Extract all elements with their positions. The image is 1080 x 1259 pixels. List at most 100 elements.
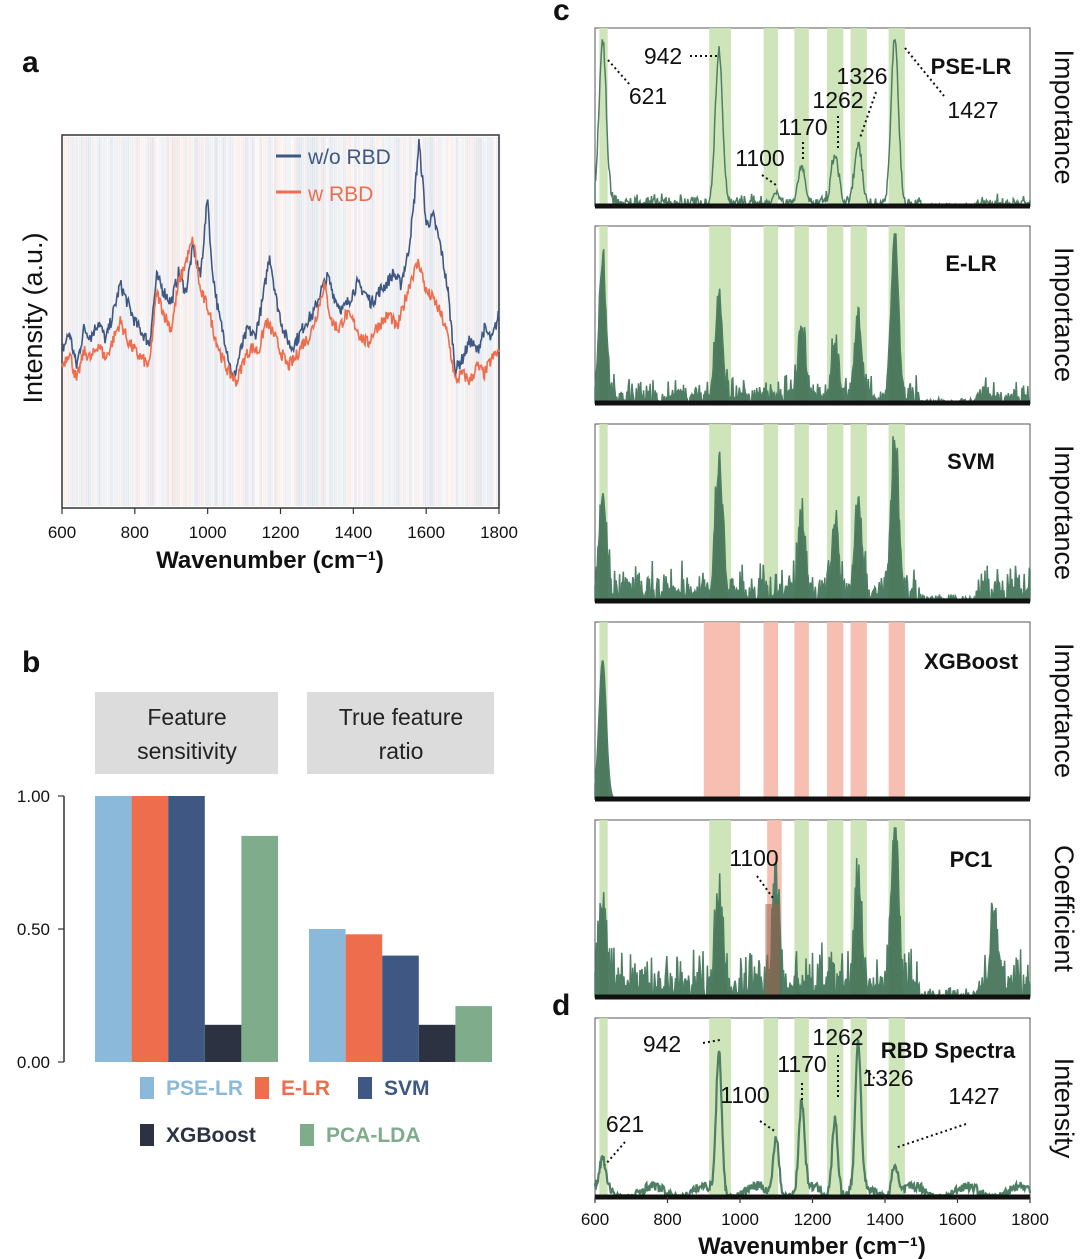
spectra-variance-shade: [62, 137, 66, 506]
peak-annotation: 1100: [720, 1082, 769, 1108]
spectra-variance-shade: [490, 137, 494, 506]
rbd-xlabel: Wavenumber (cm⁻¹): [698, 1233, 926, 1259]
spectra-variance-shade: [97, 137, 100, 506]
peak-annotation: 1326: [836, 63, 887, 89]
highlight-band-red: [794, 622, 809, 799]
panel-frame: [594, 621, 1031, 800]
spectra-variance-shade: [99, 137, 102, 506]
peak-annotation: 1170: [777, 1051, 826, 1077]
bar-e-lr: [131, 796, 169, 1062]
spectra-variance-shade: [75, 137, 79, 506]
spectra-variance-shade: [204, 137, 208, 506]
spectra-variance-shade: [217, 137, 221, 506]
panel-ylabel: Importance: [1049, 643, 1079, 778]
panel-label-a: a: [22, 46, 39, 79]
highlight-band-green: [763, 424, 779, 601]
group-title-1-line-1: Feature: [147, 704, 226, 730]
rbd-x-tick-label: 1400: [866, 1210, 904, 1229]
spectra-variance-shade: [323, 137, 326, 506]
spectra-variance-shade: [436, 137, 439, 506]
model-label: E-LR: [945, 251, 996, 276]
spectra-variance-shade: [439, 137, 443, 506]
spectra-variance-shade: [304, 137, 308, 506]
spectra-variance-shade: [386, 137, 390, 506]
spectra-variance-shade: [492, 137, 495, 506]
spectra-variance-shade: [155, 137, 159, 506]
spectra-variance-shade: [270, 137, 273, 506]
spectra-variance-shade: [139, 137, 142, 506]
spectra-variance-shade: [315, 137, 319, 506]
bar-y-tick-label: 0.00: [17, 1053, 50, 1072]
highlight-band-green: [888, 1018, 905, 1197]
spectra-variance-shade: [428, 137, 432, 506]
spectra-variance-shade: [95, 137, 99, 506]
annotation-leader: [759, 1120, 777, 1133]
spectra-variance-shade: [337, 137, 341, 506]
spectra-variance-shade: [312, 137, 315, 506]
spectra-variance-shade: [377, 137, 381, 506]
spectra-variance-shade: [228, 137, 231, 506]
spectra-variance-shade: [461, 137, 465, 506]
spectra-variance-shade: [126, 137, 130, 506]
spectra-variance-shade: [357, 137, 361, 506]
rbd-x-tick-label: 800: [653, 1210, 681, 1229]
spectra-variance-shade: [445, 137, 448, 506]
legend-swatch-pca-lda: [300, 1124, 314, 1146]
highlight-band-green: [709, 28, 731, 206]
spectra-variance-shade: [370, 137, 373, 506]
spectra-variance-shade: [113, 137, 117, 506]
spectra-variance-shade: [111, 137, 115, 506]
spectra-variance-shade: [190, 137, 193, 506]
spectra-variance-shade: [243, 137, 246, 506]
bar-pse-lr: [309, 929, 346, 1062]
spectra-variance-shade: [456, 137, 459, 506]
spectra-variance-shade: [188, 137, 191, 506]
highlight-band-green: [763, 226, 779, 403]
spectra-variance-shade: [375, 137, 379, 506]
rbd-spectrum-line: [593, 1039, 1032, 1199]
spectra-variance-shade: [354, 137, 357, 506]
spectra-variance-shade: [263, 137, 266, 506]
spectra-variance-shade: [181, 137, 184, 506]
group-title-1-line-2: sensitivity: [137, 738, 237, 764]
highlight-band-red: [763, 622, 779, 799]
legend-label-svm: SVM: [384, 1077, 430, 1100]
spectra-variance-shade: [479, 137, 483, 506]
peak-annotation: 942: [644, 43, 682, 69]
spectra-variance-shade: [414, 137, 417, 506]
spectra-variance-shade: [244, 137, 248, 506]
spectra-variance-shade: [450, 137, 454, 506]
spectra-variance-shade: [199, 137, 202, 506]
group-title-2-line-2: ratio: [379, 738, 424, 764]
peak-annotation: 1100: [729, 845, 778, 871]
peak-annotation: 1427: [947, 97, 998, 123]
spectra-variance-shade: [168, 137, 171, 506]
spectra-variance-shade: [175, 137, 179, 506]
spectra-variance-shade: [275, 137, 279, 506]
spectra-variance-shade: [368, 137, 372, 506]
spectra-variance-shade: [122, 137, 126, 506]
spectra-variance-shade: [250, 137, 253, 506]
spectra-variance-shade: [235, 137, 239, 506]
highlight-band-red: [850, 622, 867, 799]
spectra-variance-shade: [416, 137, 419, 506]
rbd-x-tick-label: 600: [581, 1210, 609, 1229]
legend-label-w-rbd: w RBD: [307, 183, 373, 206]
spectra-x-tick-label: 600: [48, 523, 76, 542]
spectra-variance-shade: [237, 137, 241, 506]
spectra-variance-shade: [232, 137, 235, 506]
spectra-x-tick-label: 1800: [480, 523, 518, 542]
spectra-variance-shade: [348, 137, 352, 506]
bar-e-lr: [345, 934, 383, 1062]
panel-frame: [594, 423, 1031, 602]
model-label: SVM: [947, 449, 995, 474]
spectra-x-tick-label: 1600: [407, 523, 445, 542]
spectra-variance-shade: [345, 137, 348, 506]
spectra-variance-shade: [303, 137, 306, 506]
spectra-variance-shade: [153, 137, 157, 506]
legend-swatch-svm: [358, 1077, 372, 1099]
legend-label-xgboost: XGBoost: [166, 1124, 256, 1147]
importance-panel-pse-lr: PSE-LR Importance: [594, 27, 1079, 209]
spectra-variance-shade: [463, 137, 466, 506]
spectra-variance-shade: [252, 137, 255, 506]
